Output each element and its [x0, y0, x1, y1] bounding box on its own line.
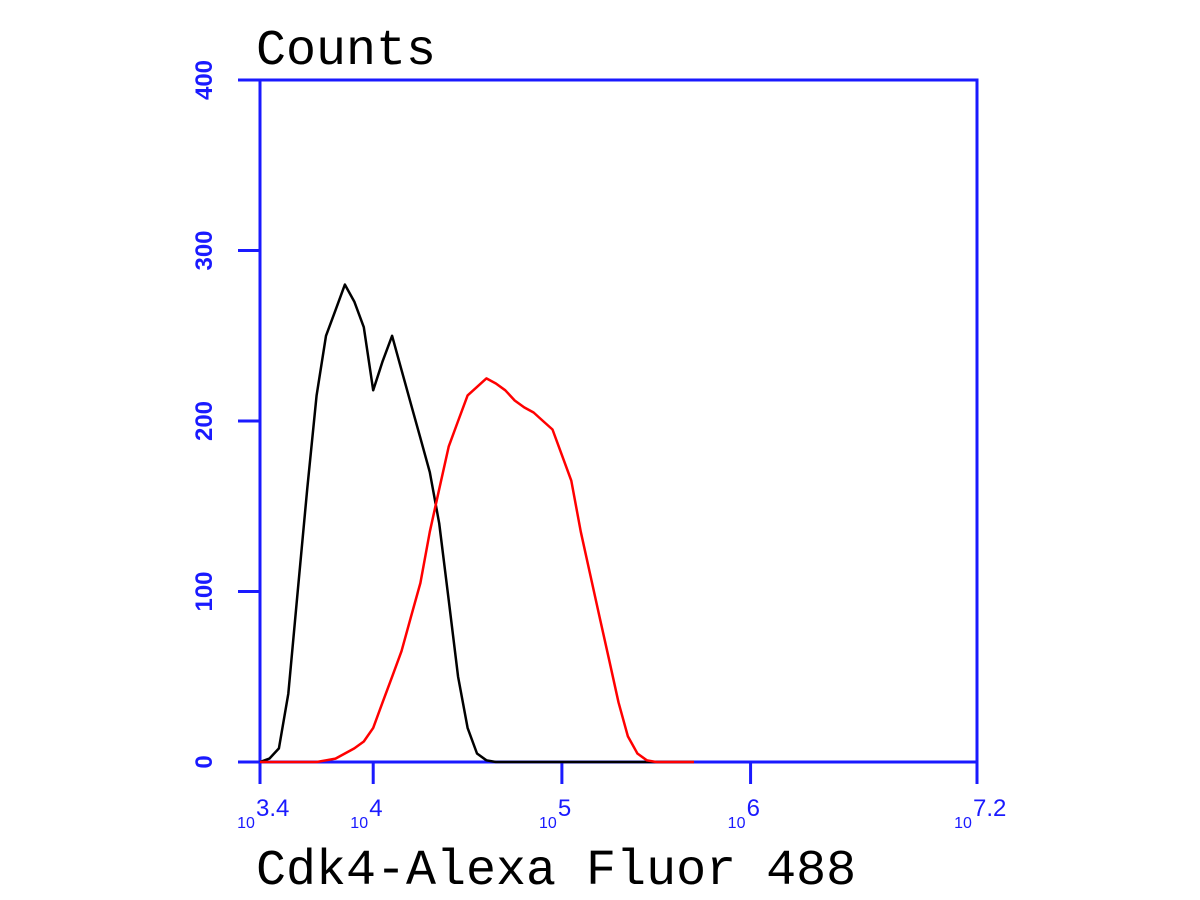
- x-tick-label: 10: [954, 815, 972, 832]
- plot-frame: [258, 78, 979, 764]
- y-tick-label: 300: [191, 230, 218, 270]
- y-tick-label: 0: [191, 755, 218, 768]
- y-tick-label: 200: [191, 401, 218, 441]
- x-tick-exponent: 4: [369, 795, 382, 822]
- x-tick-label: 10: [350, 815, 368, 832]
- x-tick-label: 10: [728, 815, 746, 832]
- x-tick-exponent: 6: [747, 795, 760, 822]
- x-axis-label: Cdk4-Alexa Fluor 488: [256, 843, 856, 900]
- y-tick-label: 100: [191, 571, 218, 611]
- histogram-line: [259, 283, 694, 764]
- x-tick-label: 10: [539, 815, 557, 832]
- x-tick-label: 10: [237, 815, 255, 832]
- x-tick-exponent: 3.4: [256, 795, 289, 822]
- x-tick-exponent: 7.2: [973, 795, 1006, 822]
- x-tick-exponent: 5: [558, 795, 571, 822]
- histogram-line: [260, 377, 694, 764]
- chart-title: Counts: [256, 23, 436, 80]
- y-tick-label: 400: [191, 60, 218, 100]
